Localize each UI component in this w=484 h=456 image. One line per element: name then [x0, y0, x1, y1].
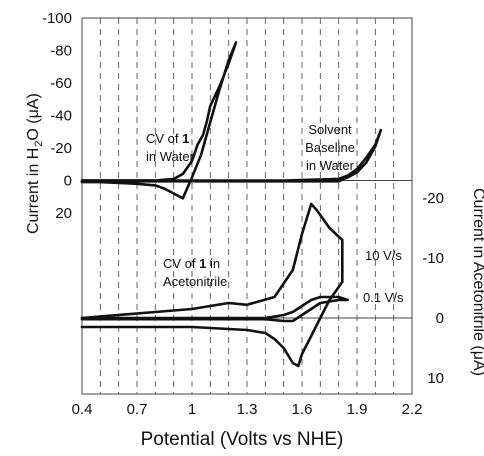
y-tick-label-left: 20: [55, 205, 72, 222]
annotation-acn-line1: CV of 1 in: [163, 256, 220, 271]
annotation-cv-acetonitrile: CV of 1 in Acetonitrile: [163, 256, 227, 289]
curves: [80, 41, 383, 368]
series-water-1: [80, 128, 383, 183]
annotation-acn-line2: Acetonitrile: [163, 274, 227, 289]
y-tick-label-left: -60: [50, 75, 72, 92]
x-tick-label: 0.4: [72, 401, 93, 418]
annotation-solvent-line3: in Water: [306, 158, 355, 173]
y-tick-label-left: -100: [42, 10, 72, 27]
x-tick-label: 1.9: [347, 401, 368, 418]
y-tick-label-right: 0: [436, 310, 444, 327]
y-axis-title-left: Current in H2O (μA): [25, 93, 45, 234]
y-tick-label-right: 10: [427, 370, 444, 387]
annotation-solvent-line2: Baseline: [305, 140, 355, 155]
series-acetonitrile-1: [80, 295, 350, 323]
annotation-cv-water-line2: in Water: [146, 149, 195, 164]
plot-frame: [81, 17, 413, 395]
y-tick-label-right: -20: [422, 190, 444, 207]
annotation-0.1vs: 0.1 V/s: [363, 290, 404, 305]
series-acetonitrile-0: [80, 202, 344, 368]
y-axis-title-right: Current in Acetonitrile (μA): [470, 188, 484, 376]
y-tick-label-left: -40: [50, 108, 72, 125]
annotation-cv-water: CV of 1 in Water: [146, 131, 195, 164]
x-tick-label: 1.6: [292, 401, 313, 418]
x-tick-label: 2.2: [402, 401, 423, 418]
annotation-10vs: 10 V/s: [365, 248, 402, 263]
y-tick-label-right: -10: [422, 250, 444, 267]
y-tick-label-left: -20: [50, 140, 72, 157]
annotation-solvent-baseline: Solvent Baseline in Water: [305, 122, 355, 173]
annotation-cv-water-line1: CV of 1: [146, 131, 189, 146]
y-tick-label-left: 0: [64, 173, 72, 190]
x-axis-title: Potential (Volts vs NHE): [141, 429, 344, 450]
x-tick-label: 1: [188, 401, 196, 418]
series-water-0: [80, 41, 238, 200]
tick-labels: 0.4 0.7 1 1.3 1.6 1.9 2.2-100-80-60-40-20020-2…: [42, 10, 444, 418]
y-tick-label-left: -80: [50, 43, 72, 60]
vertical-gridlines: [99, 18, 395, 394]
x-tick-label: 0.7: [127, 401, 148, 418]
x-tick-label: 1.3: [237, 401, 258, 418]
annotation-solvent-line1: Solvent: [308, 122, 352, 137]
